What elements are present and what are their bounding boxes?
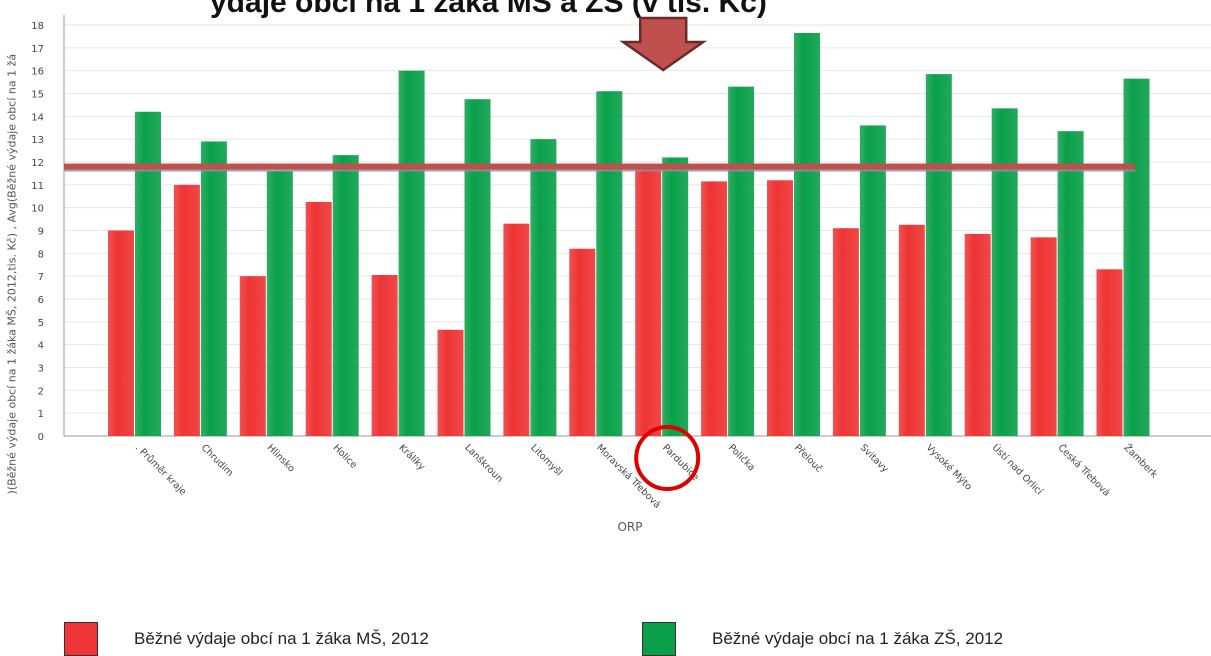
bar-ms [305,201,332,436]
y-tick-label: 15 [31,90,44,101]
y-tick-label: 9 [38,227,44,238]
bar-ms [437,329,464,436]
bar-zs [662,157,689,436]
bar-zs [794,32,820,436]
y-tick-label: 6 [38,295,44,306]
x-tick-label: Vysoké Mýto [924,442,974,492]
x-tick-label: Holice [331,442,360,471]
bar-zs [332,155,359,436]
y-tick-label: 14 [31,112,44,123]
bar-ms [569,248,596,436]
y-tick-label: 12 [31,158,44,169]
bar-zs [1123,78,1150,437]
legend-swatch-zs [642,622,676,656]
chart-title: ýdaje obcí na 1 žáka MŠ a ZŠ (v tis. Kč) [210,0,767,19]
y-tick-label: 8 [38,249,44,260]
average-reference-line [64,163,1135,172]
bar-ms [701,181,728,436]
y-tick-label: 7 [38,272,44,283]
y-tick-label: 1 [38,409,44,420]
legend-label-ms: Běžné výdaje obcí na 1 žáka MŠ, 2012 [134,629,429,648]
bars [108,32,1150,437]
bar-zs [859,125,886,436]
x-tick-label: Žamberk [1121,442,1160,481]
bar-ms [108,230,134,436]
bar-ms [767,180,793,436]
y-tick-label: 0 [38,432,44,443]
y-tick-label: 13 [31,135,44,146]
legend-label-zs: Běžné výdaje obcí na 1 žáka ZŠ, 2012 [712,629,1004,648]
bar-zs [925,74,952,436]
legend-item-zs: Běžné výdaje obcí na 1 žáka ZŠ, 2012 [642,622,1003,656]
x-tick-label: Chrudim [199,442,235,478]
bar-zs [991,108,1018,436]
bar-ms [898,224,925,436]
bar-zs [135,111,161,437]
x-tick-label: Moravská Třebová [594,442,662,510]
highlight-circle [634,425,701,491]
x-tick-label: Králíky [396,442,427,473]
bar-ms [371,275,398,436]
bar-zs [530,139,557,436]
y-tick-label: 11 [31,181,44,192]
legend-swatch-ms [64,622,98,656]
average-line [64,163,1135,170]
bar-zs [398,70,425,437]
bar-zs [200,141,227,436]
bar-zs [464,99,491,436]
bar-zs [266,171,293,436]
x-tick-label: Hlinsko [265,442,297,474]
x-tick-label: Česká Třebová [1055,442,1112,499]
x-tick-label: . Průměr kraje [133,442,188,497]
x-axis-label: ORP [617,520,642,534]
y-tick-label: 2 [38,386,44,397]
y-tick-label: 10 [31,204,44,215]
x-tick-label: Polička [726,442,757,473]
bar-ms [832,228,859,436]
bar-ms [173,184,200,436]
bar-ms [239,276,266,436]
bar-zs [1057,131,1084,437]
x-tick-label: Lanškroun [462,442,505,485]
legend-item-ms: Běžné výdaje obcí na 1 žáka MŠ, 2012 [64,622,429,656]
y-tick-label: 17 [31,44,44,55]
x-tick-label: Litomyšl [528,442,564,478]
x-tick-label: Přelouč [792,442,824,474]
bar-ms [1096,269,1123,436]
bar-ms [635,166,662,437]
highlight-arrow [619,16,708,72]
annotations [619,16,708,491]
y-tick-label: 16 [31,67,44,78]
y-axis-label: )(Běžné výdaje obcí na 1 žáka MŠ, 2012,t… [5,54,19,495]
x-tick-label: Svitavy [858,442,891,475]
bar-ms [964,233,991,436]
bar-zs [728,86,755,437]
x-tick-label: Ústí nad Orlicí [990,442,1046,498]
y-tick-label: 3 [38,364,44,375]
bar-ms [503,223,530,436]
bar-ms [1030,237,1057,436]
y-tick-label: 18 [31,21,44,32]
bar-zs [596,91,623,436]
y-tick-label: 5 [38,318,44,329]
y-tick-label: 4 [38,341,44,352]
